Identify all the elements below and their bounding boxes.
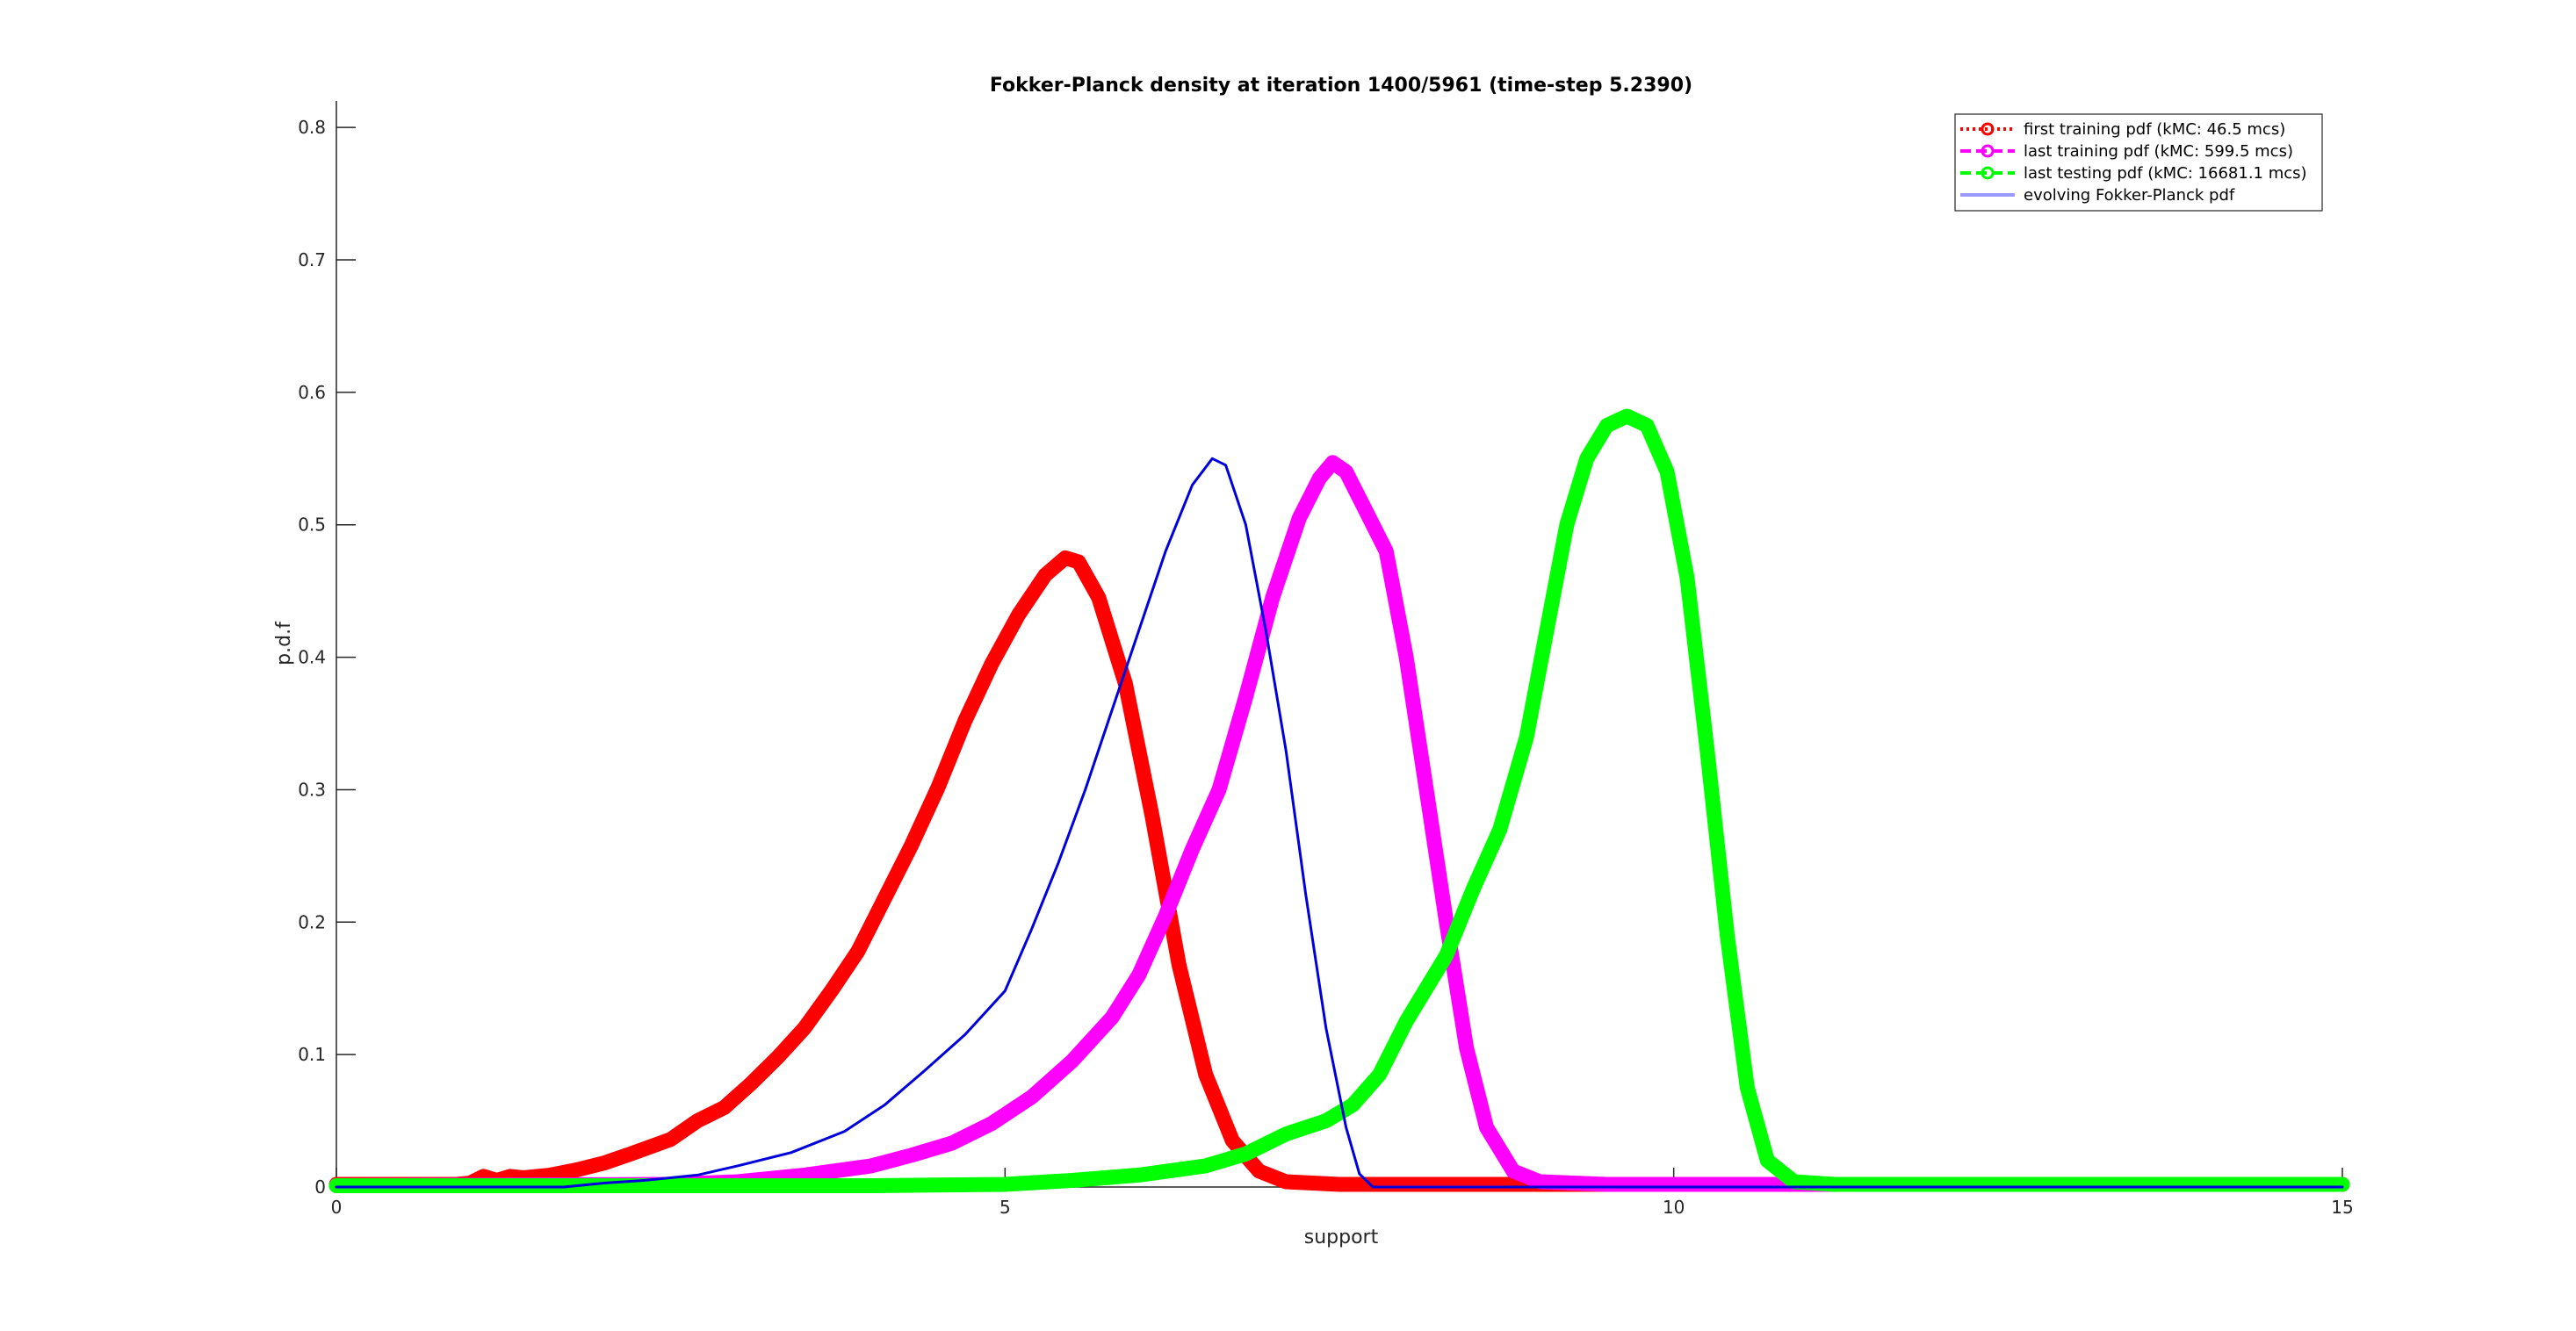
y-tick-label: 0.8: [298, 117, 326, 138]
legend-marker: [1981, 122, 1995, 136]
axes: 0 5 10 15 0 0.1 0.2 0.3 0.4 0.5 0.6 0.7 0.8: [298, 101, 2354, 1218]
legend: first training pdf (kMC: 46.5 mcs) last t…: [1954, 113, 2323, 212]
legend-entry: last training pdf (kMC: 599.5 mcs): [2024, 142, 2293, 161]
series-line-last-training-pdf: [328, 455, 2350, 1193]
y-tick-label: 0.3: [298, 779, 326, 800]
y-tick-label: 0.2: [298, 911, 326, 932]
legend-box: [1954, 113, 2323, 212]
y-tick-label: 0.7: [298, 249, 326, 270]
x-tick-label: 0: [331, 1197, 343, 1218]
x-tick-label: 10: [1663, 1197, 1685, 1218]
series-layer: [328, 408, 2350, 1193]
legend-entry: evolving Fokker-Planck pdf: [2024, 186, 2235, 205]
legend-entry: last testing pdf (kMC: 16681.1 mcs): [2024, 164, 2307, 183]
y-tick-label: 0.5: [298, 514, 326, 536]
x-tick-label: 5: [999, 1197, 1011, 1218]
y-tick-label: 0.4: [298, 647, 326, 668]
y-tick-label: 0.6: [298, 382, 326, 403]
y-axis-label: p.d.f: [273, 621, 295, 666]
legend-marker: [1981, 144, 1995, 158]
x-axis-label: support: [1304, 1227, 1379, 1248]
legend-entry: first training pdf (kMC: 46.5 mcs): [2024, 120, 2285, 139]
legend-marker: [1981, 166, 1995, 180]
series-line-last-testing-pdf: [328, 408, 2350, 1193]
series-line-evolving-fokker-planck: [335, 457, 2344, 1189]
y-tick-label: 0: [314, 1176, 326, 1198]
series-line-first-training-pdf: [328, 550, 2350, 1192]
y-tick-label: 0.1: [298, 1044, 326, 1065]
chart-title: Fokker-Planck density at iteration 1400/…: [990, 75, 1692, 97]
x-tick-label: 15: [2331, 1197, 2353, 1218]
